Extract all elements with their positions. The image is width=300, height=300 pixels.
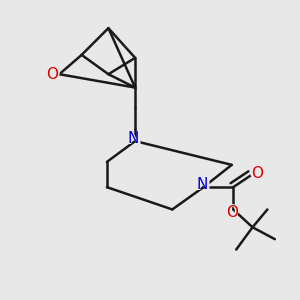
Text: N: N [128,130,139,146]
Text: O: O [44,65,60,84]
Text: N: N [196,177,208,192]
Text: O: O [226,205,238,220]
Text: N: N [194,175,210,194]
Text: O: O [249,164,265,183]
Text: O: O [224,203,240,222]
Text: O: O [251,166,263,181]
Text: N: N [125,129,142,148]
Text: O: O [46,67,58,82]
